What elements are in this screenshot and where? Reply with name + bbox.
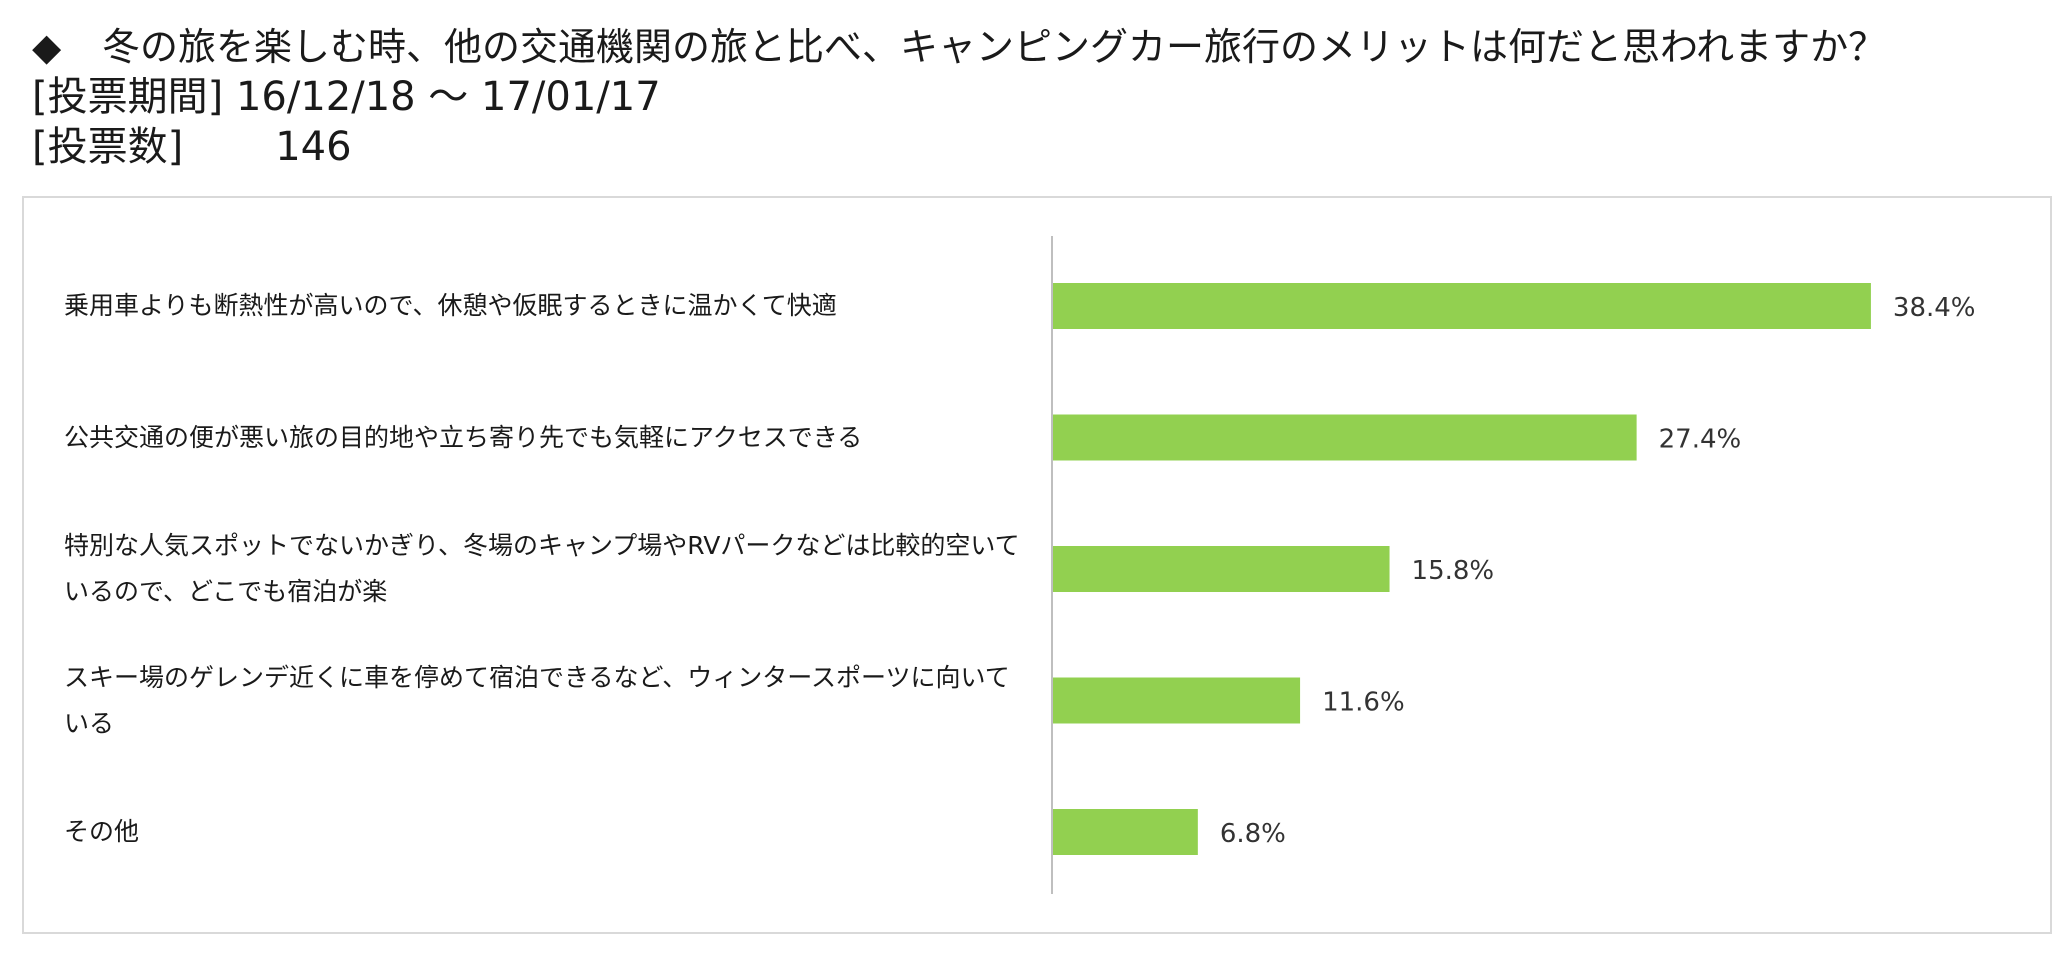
data-label: 38.4%: [1893, 293, 1976, 323]
category-label: その他: [64, 817, 140, 846]
vote-count-value: 146: [275, 124, 352, 170]
bar: [1053, 546, 1390, 592]
category-label: スキー場のゲレンデ近くに車を停めて宿泊できるなど、ウィンタースポーツに向いている: [64, 662, 1010, 738]
category-label: 乗用車よりも断熱性が高いので、休憩や仮眠するときに温かくて快適: [64, 291, 837, 320]
data-label: 15.8%: [1412, 556, 1495, 586]
chart-frame: 乗用車よりも断熱性が高いので、休憩や仮眠するときに温かくて快適 公共交通の便が悪い…: [22, 196, 2052, 934]
question-title-line: ◆ 冬の旅を楽しむ時、他の交通機関の旅と比べ、キャンピングカー旅行のメリットは何だ…: [32, 22, 2032, 72]
voting-period-label: [投票期間]: [32, 74, 224, 120]
bar: [1053, 283, 1871, 329]
data-label: 27.4%: [1659, 425, 1742, 455]
data-label: 6.8%: [1220, 819, 1286, 849]
voting-period-value: 16/12/18 ～ 17/01/17: [235, 74, 661, 120]
bar: [1053, 809, 1198, 855]
data-label: 11.6%: [1322, 688, 1405, 718]
diamond-bullet-icon: ◆: [32, 25, 62, 69]
vote-count-line: [投票数] 146: [32, 122, 2032, 172]
category-label: 公共交通の便が悪い旅の目的地や立ち寄り先でも気軽にアクセスできる: [64, 422, 863, 452]
bar: [1053, 414, 1637, 461]
voting-period-line: [投票期間] 16/12/18 ～ 17/01/17: [32, 72, 2032, 122]
question-title: 冬の旅を楽しむ時、他の交通機関の旅と比べ、キャンピングカー旅行のメリットは何だと…: [102, 25, 1887, 69]
bar-chart: 38.4% 27.4% 15.8% 11.6% 6.8%: [1051, 236, 1976, 894]
header: ◆ 冬の旅を楽しむ時、他の交通機関の旅と比べ、キャンピングカー旅行のメリットは何だ…: [32, 22, 2032, 172]
vote-count-label: [投票数]: [32, 124, 184, 170]
bar: [1053, 677, 1301, 724]
category-label: 特別な人気スポットでないかぎり、冬場のキャンプ場やRVパークなどは比較的空いてい…: [64, 531, 1020, 606]
